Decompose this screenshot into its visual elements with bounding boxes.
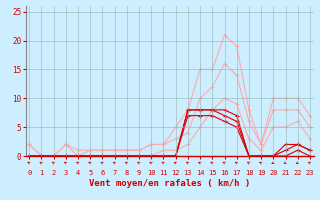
X-axis label: Vent moyen/en rafales ( km/h ): Vent moyen/en rafales ( km/h ): [89, 179, 250, 188]
